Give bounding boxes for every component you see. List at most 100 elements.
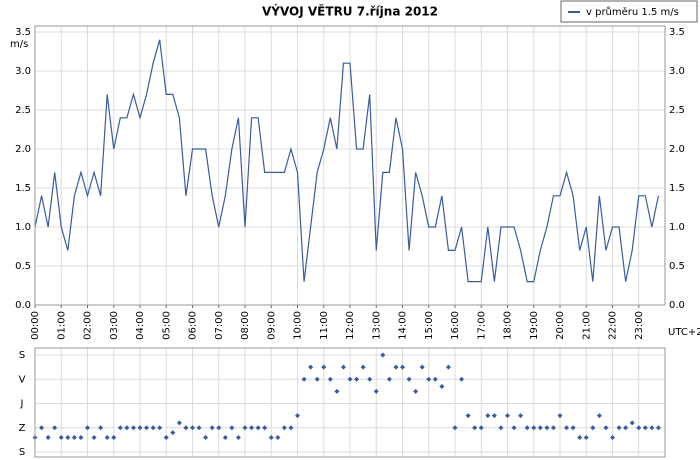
y-tick-label-right: 0.0 bbox=[669, 300, 685, 311]
direction-point bbox=[642, 425, 648, 431]
direction-point bbox=[367, 376, 373, 382]
direction-point bbox=[419, 364, 425, 370]
direction-point bbox=[577, 434, 583, 440]
direction-point bbox=[406, 376, 412, 382]
y-tick-label: 3.5 bbox=[15, 27, 31, 38]
direction-point bbox=[255, 425, 261, 431]
direction-point bbox=[45, 434, 51, 440]
direction-point bbox=[71, 434, 77, 440]
plot-frame bbox=[34, 25, 666, 306]
legend-box bbox=[560, 0, 698, 23]
y-tick-label: 2.5 bbox=[15, 105, 31, 116]
direction-point bbox=[623, 425, 629, 431]
direction-point bbox=[281, 425, 287, 431]
direction-point bbox=[111, 434, 117, 440]
direction-point bbox=[413, 388, 419, 394]
direction-point bbox=[229, 425, 235, 431]
y-tick-label-right: 2.0 bbox=[669, 144, 685, 155]
direction-point bbox=[242, 425, 248, 431]
direction-point bbox=[603, 425, 609, 431]
direction-point bbox=[327, 376, 333, 382]
y-tick-label: 0.5 bbox=[15, 261, 31, 272]
y-tick-label: 1.0 bbox=[15, 222, 31, 233]
x-tick-label: 22:00 bbox=[608, 311, 619, 340]
direction-point bbox=[334, 388, 340, 394]
direction-point bbox=[301, 376, 307, 382]
x-tick-label: 23:00 bbox=[634, 311, 645, 340]
wind-speed-line bbox=[34, 39, 660, 283]
direction-point bbox=[157, 425, 163, 431]
direction-point bbox=[531, 425, 537, 431]
direction-point bbox=[472, 425, 478, 431]
y-tick-label-right: 0.5 bbox=[669, 261, 685, 272]
x-tick-label: 05:00 bbox=[161, 311, 172, 340]
direction-point bbox=[564, 425, 570, 431]
direction-point bbox=[511, 425, 517, 431]
y-tick-label-right: 3.0 bbox=[669, 66, 685, 77]
y-tick-label: V bbox=[19, 374, 26, 385]
x-tick-label: 00:00 bbox=[30, 311, 41, 340]
direction-point bbox=[104, 434, 110, 440]
y-tick-label: 2.0 bbox=[15, 144, 31, 155]
direction-point bbox=[432, 376, 438, 382]
direction-point bbox=[163, 434, 169, 440]
x-tick-label: 17:00 bbox=[476, 311, 487, 340]
y-tick-label-right: 1.0 bbox=[669, 222, 685, 233]
x-axis-label: UTC+2 bbox=[668, 327, 700, 338]
direction-point bbox=[636, 425, 642, 431]
direction-point bbox=[176, 420, 182, 426]
direction-point bbox=[137, 425, 143, 431]
chart-title: VÝVOJ VĚTRU 7.října 2012 bbox=[262, 4, 438, 19]
direction-point bbox=[39, 425, 45, 431]
y-tick-label-right: 3.5 bbox=[669, 27, 685, 38]
direction-point bbox=[308, 364, 314, 370]
direction-point bbox=[616, 425, 622, 431]
direction-point bbox=[85, 425, 90, 431]
direction-point bbox=[275, 434, 281, 440]
direction-point bbox=[78, 434, 84, 440]
x-tick-label: 02:00 bbox=[83, 311, 94, 340]
y-tick-label: Z bbox=[19, 423, 26, 434]
direction-point bbox=[360, 364, 366, 370]
direction-point bbox=[485, 413, 491, 419]
direction-point bbox=[465, 413, 471, 419]
direction-point bbox=[354, 376, 360, 382]
direction-point bbox=[235, 434, 241, 440]
direction-point bbox=[203, 434, 209, 440]
direction-point bbox=[550, 425, 556, 431]
direction-point bbox=[629, 420, 635, 426]
direction-point bbox=[459, 376, 465, 382]
y-tick-label: 3.0 bbox=[15, 66, 31, 77]
direction-point bbox=[524, 425, 530, 431]
y-tick-label: 1.5 bbox=[15, 183, 31, 194]
direction-point bbox=[445, 364, 451, 370]
y-tick-label-right: 1.5 bbox=[669, 183, 685, 194]
x-tick-label: 13:00 bbox=[371, 311, 382, 340]
direction-point bbox=[190, 425, 195, 431]
x-tick-label: 10:00 bbox=[293, 311, 304, 340]
direction-point bbox=[117, 425, 123, 431]
direction-point bbox=[426, 376, 432, 382]
direction-point bbox=[295, 413, 300, 419]
direction-point bbox=[58, 434, 64, 440]
direction-point bbox=[249, 425, 255, 431]
y-tick-label: S bbox=[19, 447, 25, 458]
direction-point bbox=[52, 425, 58, 431]
direction-point bbox=[452, 425, 458, 431]
direction-point bbox=[386, 376, 392, 382]
direction-point bbox=[596, 413, 602, 419]
direction-point bbox=[590, 425, 596, 431]
plot-frame bbox=[34, 347, 666, 458]
direction-point bbox=[150, 425, 156, 431]
direction-point bbox=[498, 425, 504, 431]
x-tick-label: 12:00 bbox=[345, 311, 356, 340]
direction-point bbox=[373, 388, 379, 394]
direction-point bbox=[98, 425, 104, 431]
direction-point bbox=[222, 434, 228, 440]
direction-point bbox=[491, 413, 497, 419]
direction-point bbox=[321, 364, 327, 370]
x-tick-label: 01:00 bbox=[56, 311, 67, 340]
x-tick-label: 08:00 bbox=[240, 311, 251, 340]
x-tick-label: 16:00 bbox=[450, 311, 461, 340]
y-tick-label: S bbox=[19, 350, 25, 361]
